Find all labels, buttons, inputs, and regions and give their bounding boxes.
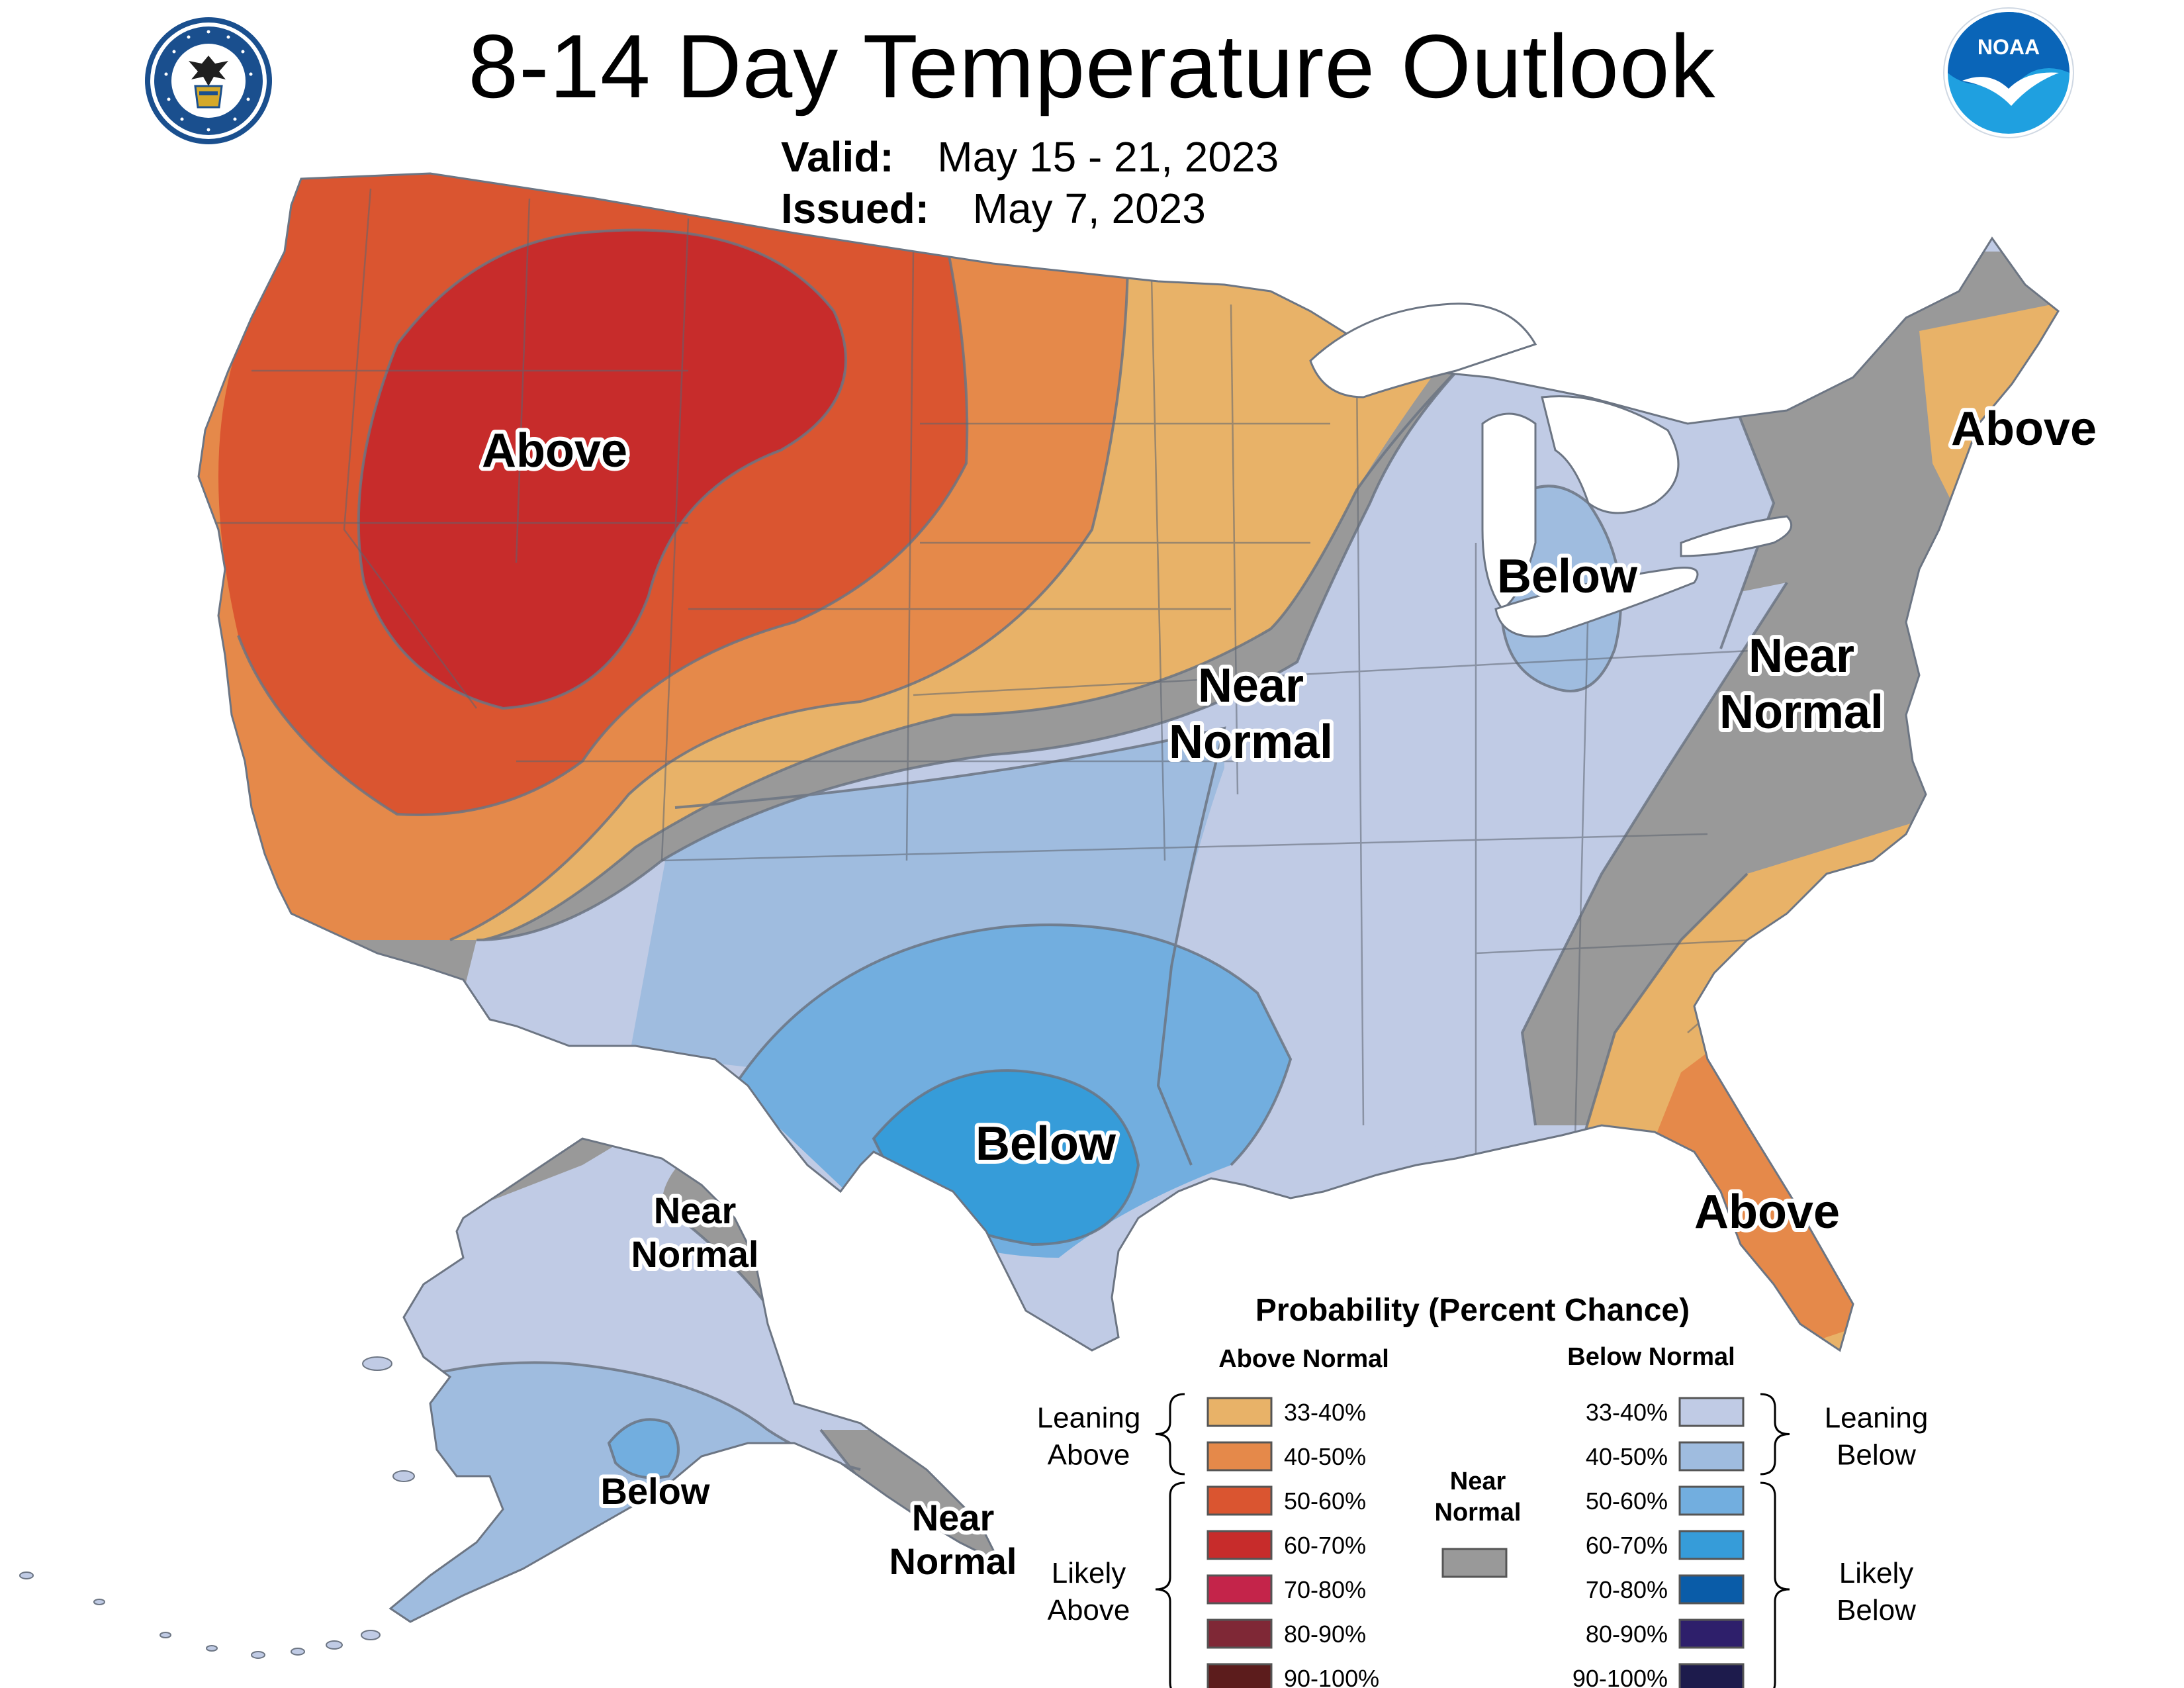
legend-below-range: 50-60% xyxy=(1586,1487,1668,1515)
label-above-northwest: Above xyxy=(482,424,627,477)
legend-above-swatch xyxy=(1206,1397,1273,1427)
label-near-normal-central-line1: Near xyxy=(1198,659,1304,712)
legend-group-label: Leaning xyxy=(1825,1402,1929,1434)
label-near-normal-east-line1: Near xyxy=(1749,630,1854,682)
legend-below-swatch xyxy=(1678,1397,1745,1427)
legend-group-label: Below xyxy=(1837,1439,1916,1472)
valid-dates: May 15 - 21, 2023 xyxy=(937,133,1279,181)
issued-date: May 7, 2023 xyxy=(972,185,1206,232)
legend-above-swatch xyxy=(1206,1663,1273,1688)
legend-above-range: 90-100% xyxy=(1284,1665,1379,1688)
label-above-northeast: Above xyxy=(1951,402,2097,455)
legend-bracket xyxy=(1760,1393,1790,1476)
legend-above-range: 60-70% xyxy=(1284,1532,1366,1559)
label-ak-near-normal-north-line2: Normal xyxy=(631,1233,759,1275)
legend-group-label: Above xyxy=(1048,1439,1130,1472)
legend-title: Probability (Percent Chance) xyxy=(1255,1293,1690,1328)
legend-below-swatch xyxy=(1678,1485,1745,1516)
legend-below-swatch xyxy=(1678,1530,1745,1560)
legend-below-range: 80-90% xyxy=(1586,1620,1668,1648)
valid-line: Valid: May 15 - 21, 2023 xyxy=(781,132,1279,181)
legend-above-swatch xyxy=(1206,1618,1273,1649)
legend-above-header: Above Normal xyxy=(1218,1345,1389,1373)
legend-above-swatch xyxy=(1206,1441,1273,1472)
legend-above-range: 70-80% xyxy=(1284,1576,1366,1603)
legend-below-range: 70-80% xyxy=(1586,1576,1668,1603)
legend-above-swatch xyxy=(1206,1530,1273,1560)
legend-near-header-line1: Near xyxy=(1450,1468,1506,1495)
label-below-texas: Below xyxy=(976,1117,1116,1170)
legend-bracket xyxy=(1155,1481,1185,1688)
label-near-normal-central-line2: Normal xyxy=(1169,716,1333,769)
issued-label: Issued: xyxy=(781,185,930,232)
legend-bracket xyxy=(1760,1481,1790,1688)
label-ak-near-normal-north-line1: Near xyxy=(654,1190,737,1231)
department-of-commerce-seal-icon xyxy=(145,17,272,144)
legend-below-range: 40-50% xyxy=(1586,1443,1668,1470)
legend-group-label: Below xyxy=(1837,1594,1916,1626)
label-below-great-lakes: Below xyxy=(1497,550,1638,603)
legend-group-label: Likely xyxy=(1052,1557,1126,1589)
page-title: 8-14 Day Temperature Outlook xyxy=(468,16,1716,117)
legend-near-header-line2: Normal xyxy=(1435,1499,1522,1526)
legend-above-range: 80-90% xyxy=(1284,1620,1366,1648)
legend-above-swatch xyxy=(1206,1485,1273,1516)
legend-group-label: Leaning xyxy=(1037,1402,1141,1434)
legend-above-range: 40-50% xyxy=(1284,1443,1366,1470)
label-ak-near-normal-panhandle-line1: Near xyxy=(912,1497,995,1538)
legend: Probability (Percent Chance) Above Norma… xyxy=(1037,1293,1929,1688)
legend-below-swatch xyxy=(1678,1574,1745,1605)
legend-bracket xyxy=(1155,1393,1185,1476)
legend-below-range: 60-70% xyxy=(1586,1532,1668,1559)
legend-near-normal-swatch xyxy=(1441,1548,1508,1578)
issued-line: Issued: May 7, 2023 xyxy=(781,184,1206,233)
label-ak-near-normal-panhandle-line2: Normal xyxy=(889,1540,1017,1582)
valid-label: Valid: xyxy=(781,133,894,181)
aleutian-islands xyxy=(19,1356,415,1659)
legend-above-range: 33-40% xyxy=(1284,1399,1366,1426)
legend-above-range: 50-60% xyxy=(1284,1487,1366,1515)
legend-below-swatch xyxy=(1678,1618,1745,1649)
legend-above-swatch xyxy=(1206,1574,1273,1605)
legend-below-swatch xyxy=(1678,1441,1745,1472)
legend-below-swatch xyxy=(1678,1663,1745,1688)
label-above-florida: Above xyxy=(1694,1186,1840,1239)
legend-below-range: 90-100% xyxy=(1572,1665,1668,1688)
noaa-logo-text: NOAA xyxy=(1978,35,2040,59)
great-lakes xyxy=(1309,303,1793,638)
legend-group-label: Likely xyxy=(1839,1557,1914,1589)
label-near-normal-east-line2: Normal xyxy=(1719,686,1884,739)
label-ak-below: Below xyxy=(601,1470,710,1512)
conus-labels: Above Above Below Below Near Normal Near… xyxy=(478,399,2101,1243)
noaa-logo-icon: NOAA xyxy=(1943,7,2074,138)
legend-below-header: Below Normal xyxy=(1567,1343,1735,1371)
legend-group-label: Above xyxy=(1048,1594,1130,1626)
legend-below-range: 33-40% xyxy=(1586,1399,1668,1426)
alaska-labels: Near Normal Below Near Normal xyxy=(597,1186,1021,1586)
